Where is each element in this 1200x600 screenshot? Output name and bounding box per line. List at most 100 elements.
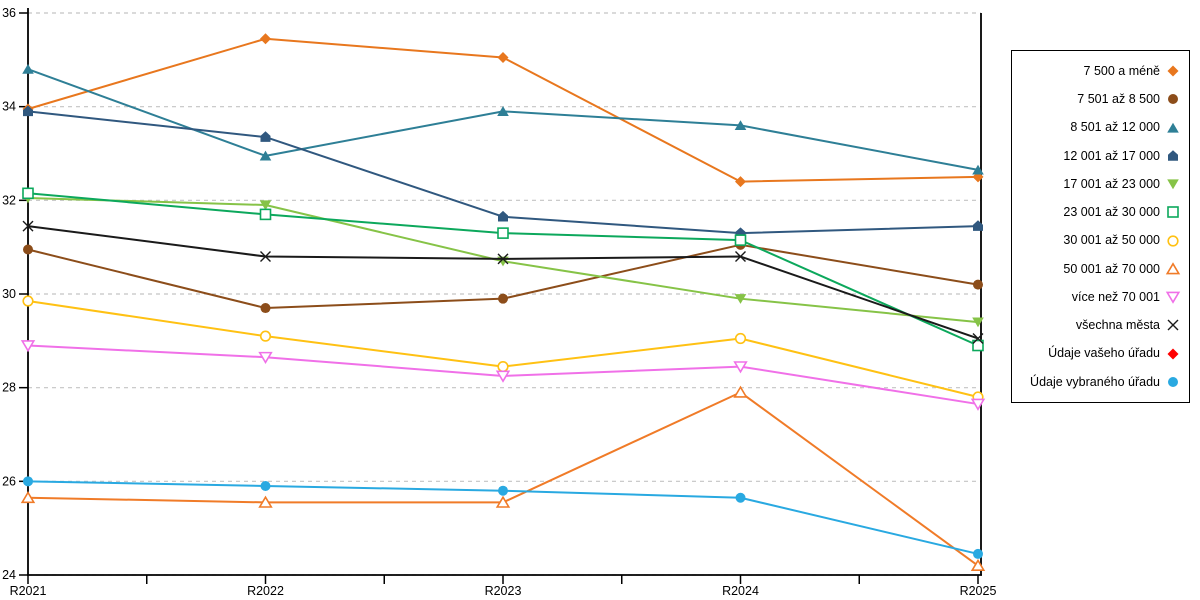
triangle-up-marker bbox=[497, 106, 509, 116]
series-6 bbox=[22, 295, 984, 403]
square-open-marker bbox=[734, 234, 747, 246]
legend-item: více než 70 001 bbox=[1016, 289, 1181, 305]
square-open-marker bbox=[1167, 206, 1179, 219]
legend-marker-triangle-down-open bbox=[1165, 291, 1181, 304]
legend-marker-triangle-up-open bbox=[1165, 262, 1181, 275]
series-1 bbox=[23, 239, 983, 314]
pentagon-marker bbox=[23, 105, 33, 117]
triangle-up-open-marker bbox=[733, 385, 748, 398]
legend-label: 8 501 až 12 000 bbox=[1070, 120, 1160, 135]
legend-marker-triangle-up bbox=[1167, 122, 1179, 133]
legend-marker-pentagon bbox=[1168, 150, 1178, 161]
x-marker bbox=[735, 251, 746, 263]
circle-marker bbox=[735, 492, 746, 503]
circle-marker bbox=[498, 485, 508, 496]
legend-item: Údaje vybraného úřadu bbox=[1016, 374, 1181, 390]
legend-marker-circle bbox=[1168, 376, 1178, 387]
y-tick-label: 26 bbox=[2, 474, 16, 488]
pentagon-marker bbox=[260, 131, 271, 142]
legend-label: 7 501 až 8 500 bbox=[1077, 92, 1160, 107]
series-9 bbox=[22, 220, 984, 344]
triangle-down-open-marker bbox=[970, 398, 986, 411]
series-line bbox=[27, 68, 979, 171]
triangle-up-open-marker bbox=[20, 490, 36, 504]
legend-item: 30 001 až 50 000 bbox=[1016, 233, 1181, 249]
diamond-marker bbox=[1167, 348, 1179, 360]
legend-label: 30 001 až 50 000 bbox=[1063, 233, 1160, 248]
triangle-up-open-marker bbox=[970, 558, 986, 572]
legend-label: více než 70 001 bbox=[1071, 289, 1160, 304]
legend-marker-diamond bbox=[1167, 348, 1179, 360]
y-tick-label: 28 bbox=[2, 381, 16, 395]
legend-label: 23 001 až 30 000 bbox=[1063, 205, 1160, 220]
x-marker bbox=[1167, 319, 1179, 331]
pentagon-marker bbox=[1168, 150, 1178, 161]
legend-label: 50 001 až 70 000 bbox=[1063, 261, 1160, 276]
circle-marker bbox=[23, 244, 33, 255]
diamond-marker bbox=[497, 51, 509, 63]
triangle-down-open-marker bbox=[495, 370, 511, 383]
triangle-down-marker bbox=[734, 294, 747, 304]
y-tick-label: 36 bbox=[2, 6, 16, 20]
circle-marker bbox=[498, 293, 508, 304]
legend-label: 7 500 a méně bbox=[1083, 63, 1160, 78]
series-5 bbox=[22, 187, 984, 352]
x-tick-label: R2025 bbox=[960, 584, 997, 598]
x-tick-label: R2023 bbox=[485, 584, 522, 598]
legend-item: 7 501 až 8 500 bbox=[1016, 91, 1181, 107]
circle-open-marker bbox=[497, 360, 509, 373]
circle-marker bbox=[1168, 94, 1178, 105]
series-8 bbox=[20, 340, 986, 411]
triangle-up-marker bbox=[1167, 122, 1179, 133]
circle-marker bbox=[973, 548, 983, 559]
legend-label: Údaje vybraného úřadu bbox=[1030, 374, 1160, 389]
legend-item: 12 001 až 17 000 bbox=[1016, 148, 1181, 164]
legend-item: 17 001 až 23 000 bbox=[1016, 176, 1181, 192]
diamond-marker bbox=[1167, 65, 1179, 77]
diamond-marker bbox=[260, 33, 271, 45]
legend-marker-circle-open bbox=[1167, 235, 1179, 247]
square-open-marker bbox=[22, 187, 34, 200]
square-open-marker bbox=[972, 339, 984, 352]
circle-marker bbox=[23, 476, 33, 487]
triangle-up-open-marker bbox=[258, 495, 273, 508]
circle-marker bbox=[260, 303, 271, 314]
triangle-down-open-marker bbox=[1165, 291, 1181, 304]
triangle-down-open-marker bbox=[20, 340, 36, 353]
series-11 bbox=[23, 476, 983, 559]
triangle-down-open-marker bbox=[258, 351, 273, 364]
triangle-down-marker bbox=[259, 200, 272, 211]
triangle-up-open-marker bbox=[1165, 262, 1181, 275]
pentagon-marker bbox=[973, 220, 983, 231]
x-tick-label: R2024 bbox=[722, 584, 759, 598]
diamond-marker bbox=[735, 176, 746, 188]
legend-label: 12 001 až 17 000 bbox=[1063, 148, 1160, 163]
chart-legend: 7 500 a méně 7 501 až 8 500 8 501 až 12 00… bbox=[1011, 50, 1190, 403]
y-tick-label: 32 bbox=[2, 193, 16, 207]
x-marker bbox=[497, 253, 509, 265]
legend-item: Údaje vašeho úřadu bbox=[1016, 346, 1181, 362]
legend-item: všechna města bbox=[1016, 317, 1181, 333]
x-tick-label: R2022 bbox=[247, 584, 284, 598]
triangle-up-marker bbox=[734, 120, 747, 130]
y-tick-label: 34 bbox=[2, 100, 16, 114]
y-tick-label: 24 bbox=[2, 568, 16, 582]
series-7 bbox=[20, 385, 986, 572]
legend-marker-x bbox=[1167, 319, 1179, 331]
legend-marker-square-open bbox=[1167, 206, 1179, 219]
legend-label: Údaje vašeho úřadu bbox=[1048, 346, 1160, 361]
square-open-marker bbox=[259, 208, 272, 221]
legend-label: všechna města bbox=[1075, 318, 1160, 333]
x-marker bbox=[260, 251, 271, 263]
series-line bbox=[27, 391, 979, 567]
circle-open-marker bbox=[259, 330, 272, 342]
circle-open-marker bbox=[734, 332, 747, 345]
circle-marker bbox=[1168, 376, 1178, 387]
triangle-up-open-marker bbox=[495, 495, 511, 508]
circle-marker bbox=[260, 481, 271, 492]
x-tick-label: R2021 bbox=[10, 584, 47, 598]
series-3 bbox=[23, 105, 983, 238]
legend-item: 8 501 až 12 000 bbox=[1016, 120, 1181, 136]
triangle-up-marker bbox=[972, 164, 984, 175]
